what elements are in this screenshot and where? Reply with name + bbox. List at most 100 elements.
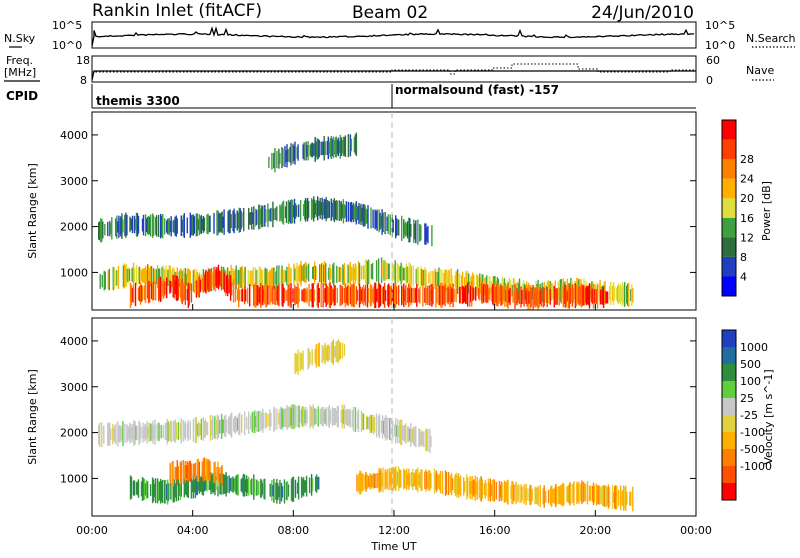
power-cell [293, 288, 295, 302]
power-cell [172, 220, 174, 233]
power-cell [140, 269, 143, 282]
velocity-cell [518, 484, 520, 503]
power-cell [203, 217, 206, 232]
power-cell [196, 281, 199, 295]
velocity-cell [377, 415, 380, 436]
velocity-cell [192, 418, 195, 442]
velocity-cell [428, 469, 430, 492]
power-cell [580, 283, 583, 308]
velocity-cell [317, 477, 319, 490]
power-cell [398, 219, 400, 236]
power-cell [248, 207, 250, 230]
power-cell [264, 205, 266, 227]
velocity-cell [229, 414, 232, 437]
velocity-cell [114, 425, 116, 443]
power-cell [161, 277, 163, 301]
power-cell [332, 136, 334, 159]
power-cell [302, 204, 305, 217]
velocity-cell [357, 408, 360, 433]
velocity-cell [192, 463, 195, 478]
power-cell [375, 260, 378, 282]
velocity-cell [166, 484, 168, 500]
velocity-cell [408, 468, 410, 490]
power-cell [488, 288, 490, 300]
velocity-cell [347, 408, 350, 427]
power-cell [227, 269, 230, 286]
velocity-cell [336, 341, 338, 362]
power-cell [201, 277, 204, 291]
velocity-cell [153, 483, 156, 498]
velocity-cell [153, 425, 155, 439]
power-cell [443, 273, 445, 287]
velocity-cell [322, 347, 324, 360]
power-cell [303, 142, 305, 161]
power-cell [147, 265, 150, 287]
power-cell [208, 268, 210, 293]
power-cell [400, 262, 402, 285]
power-cell [233, 271, 235, 284]
velocity-cell [488, 482, 490, 497]
power-cell [505, 289, 507, 302]
power-cell [352, 283, 355, 308]
power-cell [173, 275, 175, 299]
power-cell [449, 283, 451, 307]
power-cell [244, 286, 246, 305]
velocity-cell [273, 406, 275, 432]
velocity-cell [200, 476, 203, 493]
velocity-cell [472, 480, 474, 496]
velocity-cell [362, 473, 364, 492]
velocity-cell [253, 474, 255, 500]
power-cell [148, 281, 151, 303]
power-cell [299, 263, 301, 284]
power-cell [529, 285, 531, 310]
power-cell [429, 285, 431, 306]
power-cell [167, 218, 169, 235]
velocity-cell [400, 419, 402, 445]
velocity-cell [332, 339, 334, 365]
power-cell [168, 218, 170, 236]
velocity-cell [479, 477, 481, 501]
velocity-cell [170, 420, 172, 443]
velocity-cell [543, 485, 545, 508]
velocity-cell [498, 480, 501, 502]
velocity-cell [419, 429, 421, 447]
velocity-cell [331, 341, 333, 363]
power-cell [630, 289, 632, 301]
velocity-cell [326, 345, 328, 362]
velocity-cell [248, 411, 250, 434]
velocity-cell [188, 460, 190, 482]
power-cell [213, 266, 215, 291]
power-cell [183, 285, 185, 300]
power-cell [389, 214, 391, 236]
power-cell [164, 218, 166, 235]
velocity-cell [246, 416, 248, 430]
noise-left-tick-bottom: 10^0 [52, 39, 82, 52]
velocity-cell [366, 474, 368, 490]
power-cell [575, 285, 578, 307]
velocity-cell [480, 476, 482, 502]
velocity-cell [245, 479, 247, 492]
power-cell [163, 279, 165, 299]
velocity-cell [471, 476, 473, 500]
power-cell [276, 289, 278, 301]
velocity-cell [570, 483, 572, 505]
power-cell [230, 214, 232, 229]
velocity-cell [294, 404, 296, 429]
power-cell [623, 285, 625, 304]
power-cell [431, 225, 433, 247]
power-cell [539, 290, 541, 304]
power-cell [439, 285, 441, 306]
power-cell [622, 282, 624, 307]
power-cell [351, 204, 354, 220]
power-cell [438, 285, 440, 306]
power-cell [477, 275, 479, 296]
velocity-cell [523, 484, 525, 504]
velocity-cell [321, 407, 323, 426]
power-cell [620, 284, 622, 305]
velocity-cell [392, 421, 394, 439]
cpid-segment-0: themis 3300 [96, 94, 180, 108]
velocity-cell [295, 406, 297, 427]
colorbar-tick-label: -25 [740, 409, 758, 422]
velocity-cell [311, 348, 313, 366]
power-cell [364, 285, 367, 306]
